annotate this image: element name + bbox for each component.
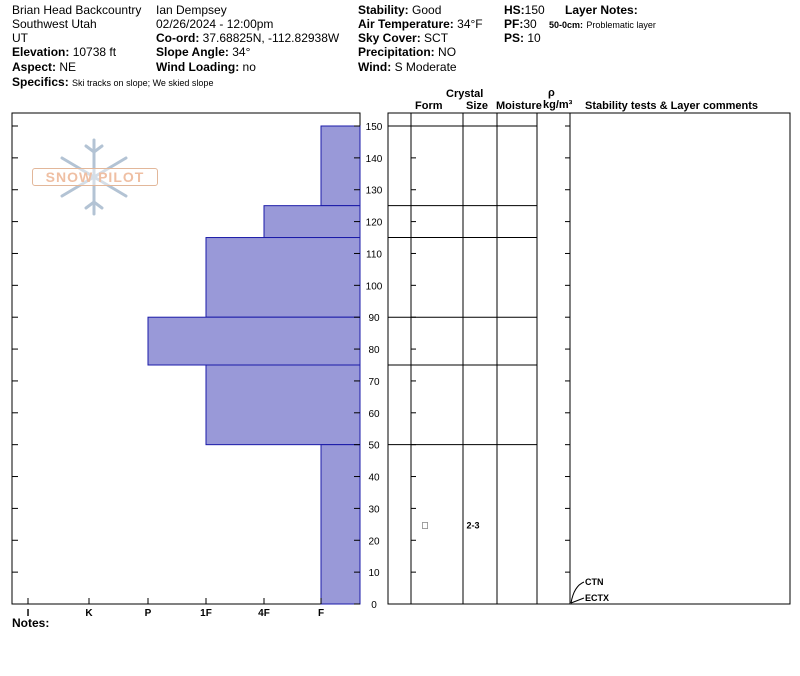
coord-row: Co-ord: 37.68825N, -112.82938W [156, 31, 339, 45]
stability-test-label: CTN [585, 577, 604, 587]
layer-note: 50-0cm: Problematic layer [549, 17, 656, 32]
ps-row: PS: 10 [504, 31, 541, 45]
aspect-label: Aspect: [12, 60, 57, 74]
logo-text: SNOW PILOT [32, 168, 158, 186]
observer-name: Ian Dempsey [156, 3, 227, 17]
hs-row: HS:150 [504, 3, 545, 17]
hardness-bar [320, 125, 361, 207]
stability-value: Good [412, 3, 442, 17]
coord-value: 37.68825N, -112.82938W [202, 31, 340, 45]
observation-datetime: 02/26/2024 - 12:00pm [156, 17, 274, 31]
hardness-bar [205, 237, 361, 318]
sky-cover-value: SCT [424, 31, 449, 45]
sky-cover-row: Sky Cover: SCT [358, 31, 448, 45]
depth-tick-label: 30 [368, 504, 380, 515]
elevation-row: Elevation: 10738 ft [12, 45, 116, 59]
specifics-label: Specifics: [12, 75, 69, 89]
wind-label: Wind: [358, 60, 392, 74]
notes-label: Notes: [12, 616, 50, 630]
depth-tick-label: 140 [366, 154, 383, 165]
location-name: Brian Head Backcountry [12, 3, 142, 17]
depth-tick-label: 50 [368, 441, 380, 452]
depth-tick-label: 110 [366, 249, 382, 260]
specifics-value: Ski tracks on slope; We skied slope [72, 78, 214, 88]
coord-label: Co-ord: [156, 31, 200, 45]
location-region: Southwest Utah [12, 17, 97, 31]
stability-leader-line [570, 597, 585, 604]
air-temp-label: Air Temperature: [358, 17, 454, 31]
wind-loading-row: Wind Loading: no [156, 60, 256, 74]
depth-tick-label: 70 [368, 377, 380, 388]
aspect-value: NE [59, 60, 77, 74]
depth-tick-label: 40 [368, 473, 380, 484]
precip-value: NO [438, 45, 457, 59]
air-temp-value: 34°F [457, 17, 483, 31]
ps-value: 10 [527, 31, 541, 45]
wind-value: S Moderate [394, 60, 457, 74]
wind-loading-value: no [242, 60, 256, 74]
hardness-tick-label: K [85, 608, 93, 619]
depth-tick-label: 130 [366, 186, 383, 197]
depth-tick-label: 90 [368, 313, 380, 324]
layer-note-range: 50-0cm: [549, 20, 584, 30]
hardness-bar [320, 444, 361, 605]
snowpilot-logo: SNOW PILOT [30, 138, 158, 216]
hardness-tick-label: F [318, 608, 324, 619]
form-header: Form [415, 100, 443, 112]
wind-row: Wind: S Moderate [358, 60, 457, 74]
depth-tick-label: 80 [368, 345, 380, 356]
density-rho-header: ρ [548, 87, 555, 99]
depth-tick-label: 150 [366, 122, 383, 133]
density-unit-header: kg/m³ [543, 99, 573, 111]
hs-label: HS: [504, 3, 525, 17]
ps-label: PS: [504, 31, 525, 45]
stability-leader-line [570, 581, 585, 604]
hs-value: 150 [524, 3, 545, 17]
precip-row: Precipitation: NO [358, 45, 456, 59]
depth-tick-label: 60 [368, 409, 380, 420]
hardness-bar [147, 316, 361, 366]
hardness-tick-label: P [145, 608, 152, 619]
size-header: Size [466, 100, 489, 112]
depth-tick-label: 0 [371, 600, 377, 611]
depth-tick-label: 20 [368, 536, 380, 547]
pf-row: PF:30 [504, 17, 537, 31]
stability-label: Stability: [358, 3, 409, 17]
depth-tick-label: 10 [368, 568, 380, 579]
hardness-tick-label: 4F [258, 608, 270, 619]
hardness-tick-label: 1F [200, 608, 212, 619]
crystal-form-symbol: □ [422, 520, 428, 531]
hardness-tick-label: I [27, 608, 30, 619]
stability-tests-header: Stability tests & Layer comments [585, 100, 759, 112]
wind-loading-label: Wind Loading: [156, 60, 240, 74]
aspect-row: Aspect: NE [12, 60, 76, 74]
layer-note-text: Problematic layer [586, 20, 656, 30]
slope-label: Slope Angle: [156, 45, 229, 59]
sky-cover-label: Sky Cover: [358, 31, 421, 45]
layer-grid-frame [387, 112, 791, 605]
crystal-header: Crystal [446, 88, 484, 100]
location-state: UT [12, 31, 28, 45]
air-temp-row: Air Temperature: 34°F [358, 17, 483, 31]
hardness-bar [205, 364, 361, 446]
slope-value: 34° [232, 45, 251, 59]
pf-value: 30 [523, 17, 537, 31]
crystal-size-label: 2-3 [466, 520, 479, 530]
slope-row: Slope Angle: 34° [156, 45, 250, 59]
hardness-bar [263, 205, 361, 239]
stability-row: Stability: Good [358, 3, 441, 17]
elevation-value: 10738 ft [72, 45, 117, 59]
layer-notes-title: Layer Notes: [565, 3, 638, 17]
elevation-label: Elevation: [12, 45, 70, 59]
stability-test-label: ECTX [585, 593, 609, 603]
moisture-header: Moisture [496, 100, 542, 112]
snowflake-icon [60, 138, 128, 216]
precip-label: Precipitation: [358, 45, 435, 59]
pf-label: PF: [504, 17, 524, 31]
specifics-row: Specifics: Ski tracks on slope; We skied… [12, 75, 213, 90]
depth-tick-label: 120 [366, 218, 383, 229]
depth-tick-label: 100 [366, 281, 383, 292]
